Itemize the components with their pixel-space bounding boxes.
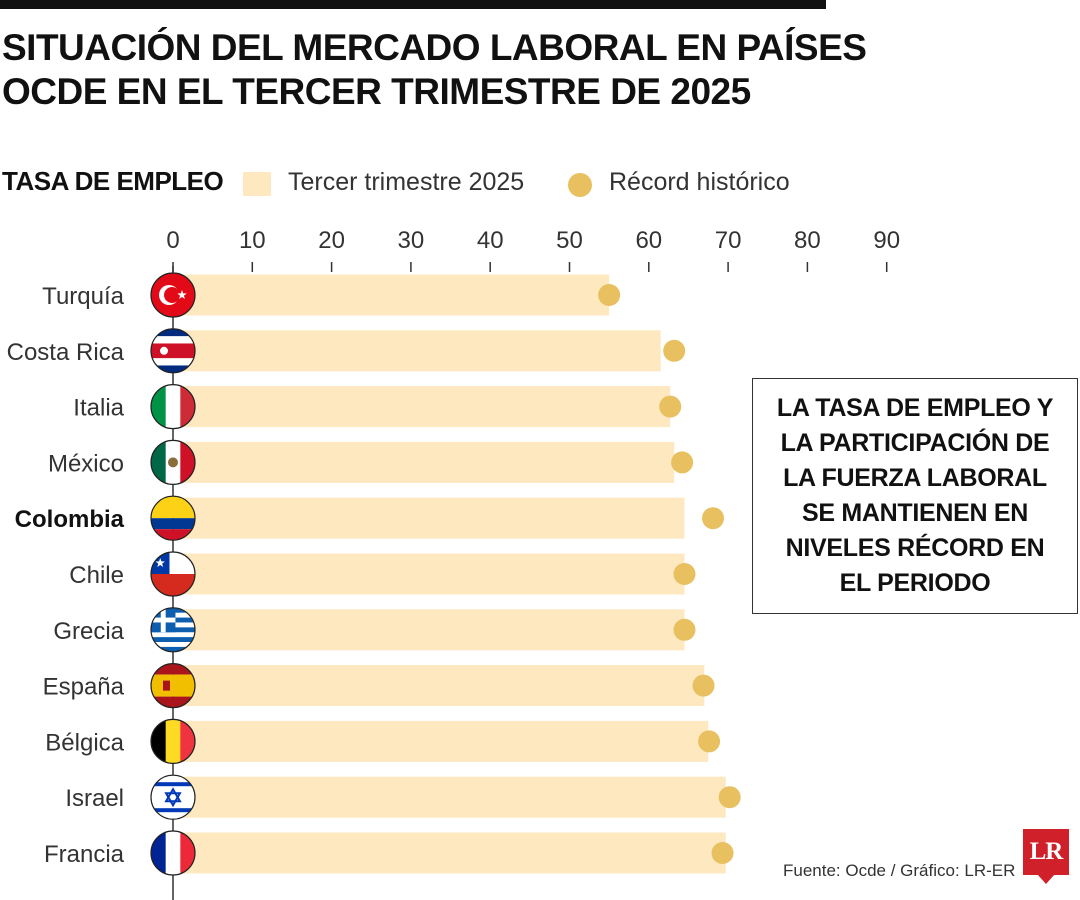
category-label-4: Colombia [15, 506, 125, 533]
belgium-flag-icon [150, 718, 196, 765]
category-label-2: Italia [73, 395, 124, 422]
chile-flag-icon [150, 551, 196, 597]
category-label-9: Israel [65, 785, 124, 812]
category-label-1: Costa Rica [7, 339, 125, 366]
italy-flag-icon [150, 384, 196, 430]
bar-0 [173, 274, 610, 316]
callout-text: LA TASA DE EMPLEO Y LA PARTICIPACIÓN DE … [776, 394, 1054, 597]
x-tick-label-30: 30 [398, 227, 425, 254]
x-tick-label-20: 20 [318, 227, 345, 254]
category-label-5: Chile [69, 562, 124, 589]
bar-9 [173, 776, 726, 818]
legend-bar-swatch [243, 172, 271, 196]
record-dot-9 [718, 786, 741, 809]
bar-4 [173, 497, 685, 539]
bar-10 [173, 832, 726, 874]
record-dot-4 [702, 507, 725, 530]
record-dot-7 [692, 674, 715, 697]
record-dot-3 [671, 451, 694, 474]
source-note: Fuente: Ocde / Gráfico: LR-ER [783, 861, 1016, 880]
title-line-2: OCDE EN EL TERCER TRIMESTRE DE 2025 [2, 71, 751, 112]
record-dot-0 [598, 284, 621, 306]
x-tick-label-70: 70 [715, 227, 742, 254]
record-dot-2 [659, 395, 682, 418]
lr-logo: LR [1023, 829, 1069, 884]
category-label-3: México [48, 450, 124, 477]
bar-2 [173, 386, 671, 428]
greece-flag-icon [150, 607, 196, 653]
record-dot-1 [663, 339, 686, 362]
title-line-1: SITUACIÓN DEL MERCADO LABORAL EN PAÍSES [2, 27, 867, 68]
mexico-flag-icon [150, 439, 196, 485]
x-tick-label-50: 50 [556, 227, 583, 254]
turkey-flag-icon [150, 272, 196, 318]
costa-rica-flag-icon [150, 328, 196, 374]
category-label-8: Bélgica [45, 729, 124, 756]
category-label-10: Francia [44, 841, 125, 868]
bar-6 [173, 609, 685, 651]
x-tick-label-60: 60 [635, 227, 662, 254]
record-dot-6 [673, 618, 696, 641]
top-rule [0, 0, 826, 9]
category-label-6: Grecia [53, 618, 124, 645]
x-tick-label-80: 80 [794, 227, 821, 254]
colombia-flag-icon [150, 495, 196, 541]
bar-8 [173, 720, 709, 762]
bar-3 [173, 441, 675, 483]
x-tick-label-90: 90 [873, 227, 900, 254]
legend-dot-swatch [568, 173, 592, 197]
bar-7 [173, 665, 705, 707]
callout-box: LA TASA DE EMPLEO Y LA PARTICIPACIÓN DE … [752, 378, 1078, 614]
legend-bar-label: Tercer trimestre 2025 [288, 168, 525, 196]
israel-flag-icon [150, 774, 196, 820]
chart-title: TASA DE EMPLEO [2, 166, 224, 196]
x-tick-label-0: 0 [166, 227, 179, 254]
x-tick-label-10: 10 [239, 227, 266, 254]
record-dot-10 [711, 842, 734, 864]
spain-flag-icon [150, 662, 196, 709]
x-tick-label-40: 40 [477, 227, 504, 254]
bar-5 [173, 553, 685, 595]
legend-dot-label: Récord histórico [609, 168, 790, 196]
bar-1 [173, 330, 661, 372]
category-label-7: España [43, 674, 125, 701]
record-dot-5 [673, 563, 696, 585]
category-label-0: Turquía [42, 283, 124, 310]
record-dot-8 [698, 730, 721, 753]
france-flag-icon [150, 830, 196, 876]
page-title: SITUACIÓN DEL MERCADO LABORAL EN PAÍSES … [2, 26, 867, 114]
